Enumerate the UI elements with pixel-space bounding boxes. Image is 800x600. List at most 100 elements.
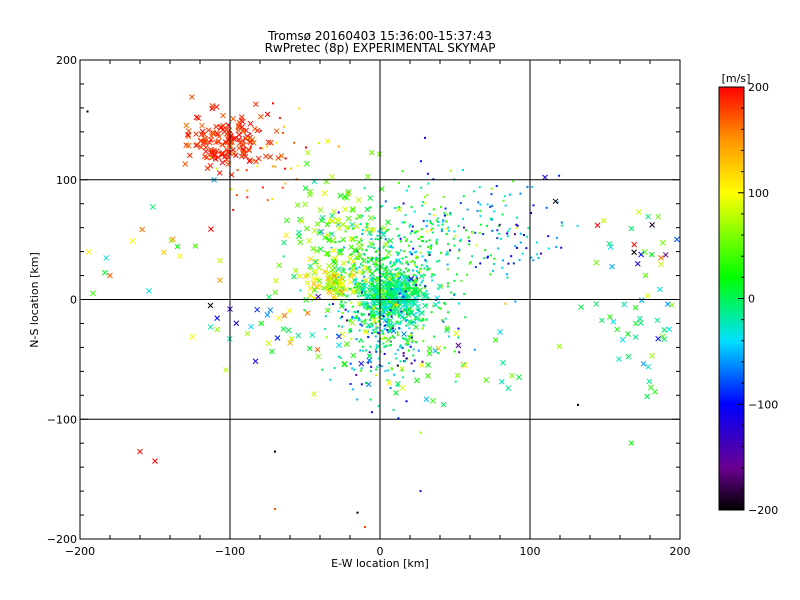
data-point-x: [267, 307, 274, 313]
data-point-dot: [400, 310, 403, 313]
data-point-dot: [423, 196, 426, 199]
data-point-dot: [412, 269, 415, 272]
data-point-dot: [425, 225, 428, 228]
data-point-dot: [351, 305, 354, 308]
data-point-x: [321, 285, 327, 292]
data-point-dot: [410, 230, 413, 233]
data-point-x: [340, 260, 347, 266]
data-point-x: [371, 293, 377, 300]
data-point-dot: [431, 279, 434, 282]
data-point-dot: [398, 271, 401, 274]
data-point-x: [435, 345, 442, 352]
data-point-x: [302, 201, 308, 208]
data-point-dot: [390, 315, 393, 318]
data-point-dot: [419, 160, 422, 163]
data-point-dot: [354, 317, 357, 320]
data-point-dot: [407, 349, 410, 352]
data-point-dot: [375, 368, 378, 371]
data-point-x: [659, 239, 666, 246]
data-point-x: [319, 214, 326, 221]
data-point-x: [295, 332, 302, 339]
data-point-dot: [394, 352, 397, 355]
data-point-dot: [398, 292, 401, 295]
data-point-dot: [410, 336, 413, 339]
data-point-dot: [421, 327, 424, 330]
data-point-dot: [507, 262, 510, 265]
data-point-dot: [382, 342, 385, 345]
data-point-dot: [519, 241, 522, 244]
data-point-x: [636, 315, 643, 322]
data-point-dot: [418, 310, 421, 313]
data-point-dot: [413, 231, 416, 234]
data-point-x: [368, 281, 375, 288]
data-point-dot: [357, 317, 360, 320]
data-point-x: [350, 352, 357, 359]
data-point-dot: [370, 365, 373, 368]
data-point-dot: [402, 270, 405, 273]
data-point-x: [177, 253, 183, 260]
data-point-dot: [370, 237, 373, 240]
data-point-x: [203, 144, 209, 151]
data-point-dot: [408, 268, 411, 271]
data-point-dot: [375, 345, 378, 348]
data-point-x: [368, 240, 374, 247]
data-point-dot: [477, 201, 480, 204]
data-point-dot: [397, 206, 400, 209]
data-point-dot: [339, 356, 342, 359]
data-point-x: [400, 274, 407, 281]
data-point-dot: [427, 251, 430, 254]
data-point-dot: [375, 250, 378, 253]
data-point-dot: [372, 294, 375, 297]
data-point-dot: [274, 508, 276, 511]
data-point-dot: [357, 292, 360, 295]
data-point-dot: [422, 340, 425, 343]
data-point-dot: [368, 326, 371, 329]
data-point-x: [152, 458, 158, 465]
data-point-dot: [424, 259, 427, 262]
data-point-x: [370, 305, 377, 311]
data-point-dot: [412, 313, 415, 316]
data-point-dot: [535, 253, 538, 256]
data-point-dot: [362, 253, 365, 256]
data-point-dot: [560, 221, 563, 224]
data-point-dot: [462, 217, 465, 220]
data-point-dot: [417, 349, 420, 352]
data-point-x: [355, 197, 362, 203]
data-point-dot: [373, 216, 376, 219]
data-point-dot: [382, 314, 385, 317]
data-point-dot: [432, 178, 435, 181]
data-point-dot: [402, 376, 405, 379]
data-point-x: [371, 317, 378, 324]
data-point-x: [415, 303, 421, 310]
data-point-x: [413, 316, 420, 322]
data-point-dot: [278, 116, 281, 119]
data-point-dot: [489, 273, 492, 276]
data-point-dot: [439, 205, 442, 208]
data-point-x: [407, 334, 413, 341]
data-point-dot: [547, 235, 550, 238]
data-point-x: [304, 279, 311, 286]
data-point-x: [236, 136, 242, 143]
data-point-dot: [381, 263, 384, 266]
data-point-dot: [440, 229, 443, 232]
data-point-x: [294, 202, 301, 208]
data-point-dot: [448, 335, 451, 338]
data-point-dot: [361, 345, 364, 348]
data-point-dot: [380, 227, 383, 230]
data-point-x: [644, 393, 650, 400]
data-point-x: [353, 223, 360, 230]
data-point-dot: [414, 286, 417, 289]
data-point-dot: [378, 247, 381, 250]
data-point-dot: [377, 405, 380, 408]
data-point-dot: [446, 263, 449, 266]
data-point-dot: [317, 142, 320, 145]
data-point-dot: [349, 253, 352, 256]
data-point-x: [329, 231, 335, 237]
data-point-x: [288, 335, 295, 342]
data-point-dot: [424, 292, 427, 295]
data-point-dot: [442, 220, 445, 223]
data-point-dot: [375, 264, 378, 267]
data-point-dot: [474, 266, 477, 269]
data-point-x: [201, 131, 208, 138]
data-point-dot: [560, 224, 563, 227]
